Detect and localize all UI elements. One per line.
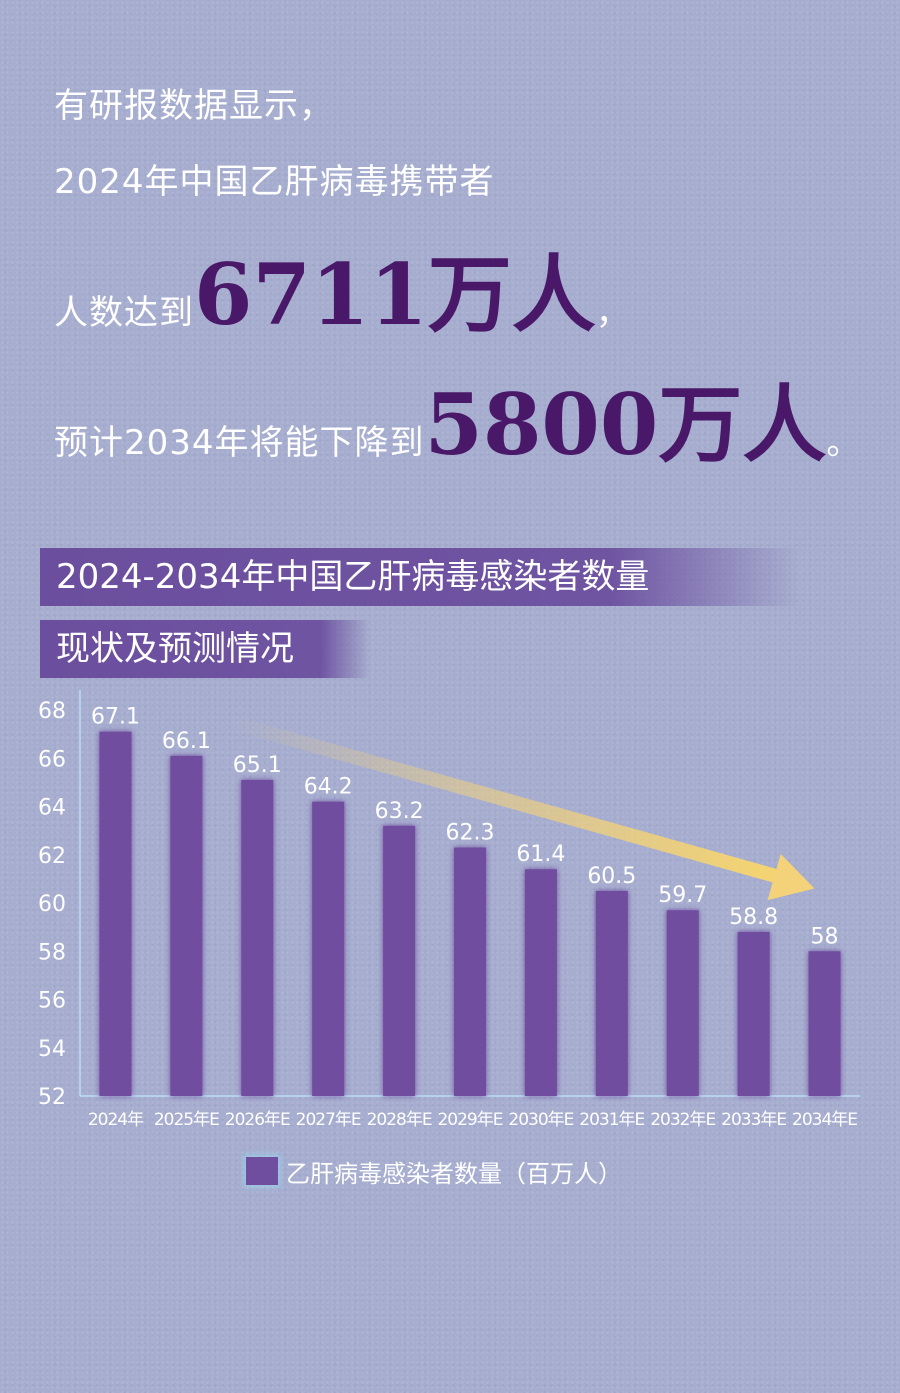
chart-title-bar-2: 现状及预测情况 (40, 620, 370, 678)
y-tick-64: 64 (38, 796, 66, 821)
x-tick-2025年E: 2025年E (154, 1110, 219, 1130)
value-label-2028年E: 63.2 (375, 799, 424, 824)
chart-x-ticks: 2024年 2025年E 2026年E 2027年E 2028年E 2029年E 2030年… (88, 1110, 858, 1130)
bar-2031年E (595, 890, 628, 1096)
bar-2027年E (312, 801, 345, 1096)
x-tick-2026年E: 2026年E (225, 1110, 290, 1130)
bar-2028年E (383, 825, 416, 1096)
x-tick-2034年E: 2034年E (792, 1110, 857, 1130)
intro-text-4-suffix: 。 (826, 423, 862, 463)
y-tick-56: 56 (38, 989, 66, 1014)
y-tick-62: 62 (38, 844, 66, 869)
intro-line-2: 2024年中国乙肝病毒携带者 (54, 154, 495, 203)
bar-2030年E (524, 869, 557, 1096)
chart-title-line-2: 现状及预测情况 (56, 629, 294, 669)
carrier-count-2034: 5800万人 (424, 375, 827, 474)
y-tick-66: 66 (38, 747, 66, 772)
bar-2029年E (454, 847, 486, 1096)
legend-swatch (246, 1157, 278, 1185)
y-tick-60: 60 (38, 892, 66, 917)
x-tick-2028年E: 2028年E (367, 1110, 432, 1130)
trend-arrow-shaft (221, 714, 792, 886)
intro-line-1: 有研报数据显示， (54, 78, 334, 127)
intro-line-4: 预计2034年将能下降到5800万人。 (54, 358, 861, 479)
trend-arrow (221, 714, 815, 901)
y-tick-58: 58 (38, 940, 66, 965)
carrier-count-2024: 6711万人 (194, 245, 596, 344)
value-label-2032年E: 59.7 (658, 883, 707, 908)
x-tick-2029年E: 2029年E (437, 1110, 502, 1130)
value-label-2027年E: 64.2 (304, 775, 353, 800)
intro-text-3-prefix: 人数达到 (54, 293, 194, 333)
intro-line-3: 人数达到6711万人， (54, 228, 631, 349)
bar-2033年E (737, 931, 770, 1096)
y-tick-52: 52 (38, 1085, 66, 1110)
bar-chart: 67.1 66.1 65.1 64.2 63.2 62.3 61.4 60.5 59.7 58.8… (38, 690, 860, 1130)
y-tick-68: 68 (38, 699, 66, 724)
x-tick-2027年E: 2027年E (296, 1110, 361, 1130)
x-tick-2030年E: 2030年E (508, 1110, 573, 1130)
chart-value-labels: 67.1 66.1 65.1 64.2 63.2 62.3 61.4 60.5 59.7 58.8… (91, 705, 839, 950)
x-tick-2033年E: 2033年E (721, 1110, 786, 1130)
chart-bars (99, 731, 841, 1096)
bar-2032年E (666, 910, 699, 1096)
trend-arrow-head (767, 853, 815, 901)
value-label-2030年E: 61.4 (516, 842, 565, 867)
chart-legend: 乙肝病毒感染者数量（百万人） (246, 1155, 622, 1188)
y-tick-54: 54 (38, 1037, 66, 1062)
bar-2034年E (808, 951, 841, 1096)
chart-title-line-1: 2024-2034年中国乙肝病毒感染者数量 (56, 557, 650, 597)
value-label-2024年: 67.1 (91, 705, 140, 730)
bar-2025年E (170, 755, 203, 1096)
intro-text-3-suffix: ， (595, 293, 631, 333)
bar-2024年 (99, 731, 132, 1096)
intro-text-2: 2024年中国乙肝病毒携带者 (54, 162, 495, 202)
value-label-2025年E: 66.1 (162, 729, 211, 754)
x-tick-2031年E: 2031年E (579, 1110, 644, 1130)
value-label-2033年E: 58.8 (729, 905, 778, 930)
value-label-2029年E: 62.3 (446, 821, 495, 846)
value-label-2026年E: 65.1 (233, 753, 282, 778)
bar-2026年E (241, 779, 274, 1096)
intro-text-1: 有研报数据显示， (54, 86, 334, 126)
chart-title-bar-1: 2024-2034年中国乙肝病毒感染者数量 (40, 548, 800, 606)
x-tick-2032年E: 2032年E (650, 1110, 715, 1130)
legend-label: 乙肝病毒感染者数量（百万人） (286, 1159, 622, 1188)
value-label-2034年E: 58 (811, 924, 839, 949)
value-label-2031年E: 60.5 (587, 864, 636, 889)
chart-y-ticks: 52 54 56 58 60 62 64 66 68 (38, 699, 66, 1110)
intro-text-4-prefix: 预计2034年将能下降到 (54, 423, 425, 463)
x-tick-2024年: 2024年 (88, 1110, 144, 1130)
